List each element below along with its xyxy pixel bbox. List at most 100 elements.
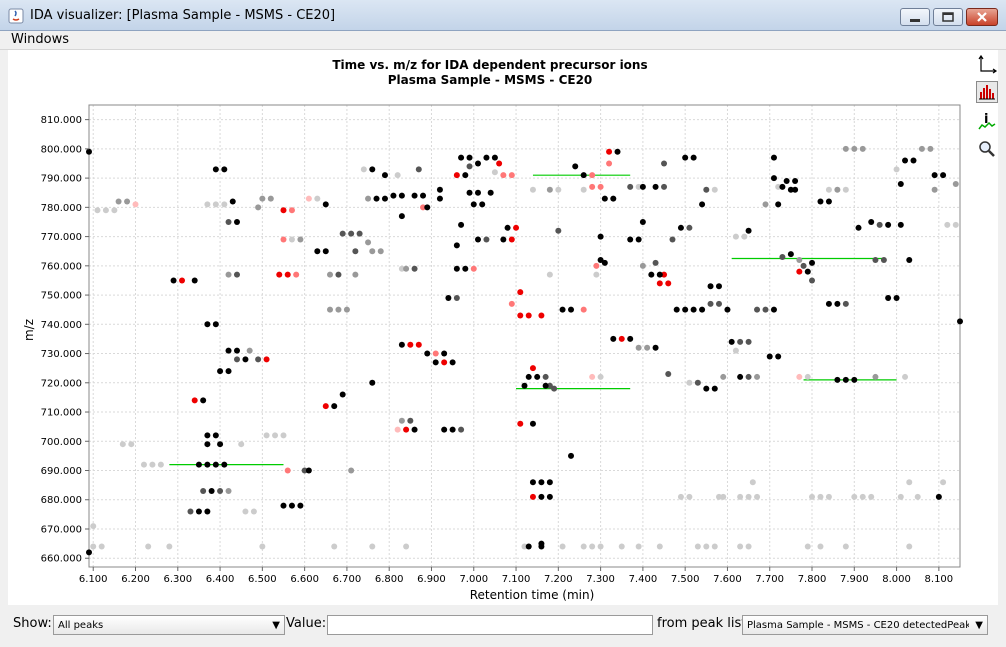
data-point bbox=[415, 166, 422, 173]
scatter-chart[interactable]: Time vs. m/z for IDA dependent precursor… bbox=[8, 50, 976, 605]
data-point bbox=[200, 487, 207, 494]
y-tick-label: 800.000 bbox=[41, 144, 82, 155]
y-tick-label: 750.000 bbox=[41, 291, 82, 302]
data-point bbox=[517, 312, 524, 319]
data-point bbox=[897, 493, 904, 500]
data-point bbox=[825, 300, 832, 307]
data-point bbox=[420, 192, 427, 199]
data-point bbox=[348, 467, 355, 474]
data-point bbox=[263, 432, 270, 439]
show-select[interactable]: All peaks ▼ bbox=[53, 615, 285, 635]
data-point bbox=[635, 543, 642, 550]
data-point bbox=[394, 426, 401, 433]
data-point bbox=[952, 180, 959, 187]
data-point bbox=[411, 265, 418, 272]
data-point bbox=[529, 479, 536, 486]
value-input[interactable] bbox=[327, 615, 653, 635]
data-point bbox=[204, 508, 211, 515]
data-point bbox=[606, 160, 613, 167]
data-point bbox=[487, 189, 494, 196]
data-point bbox=[229, 198, 236, 205]
data-point bbox=[745, 227, 752, 234]
data-point bbox=[284, 467, 291, 474]
data-point bbox=[606, 148, 613, 155]
data-point bbox=[732, 347, 739, 354]
data-point bbox=[491, 154, 498, 161]
info-button[interactable]: i bbox=[976, 110, 998, 132]
data-point bbox=[779, 254, 786, 261]
histogram-button[interactable] bbox=[976, 81, 998, 103]
y-tick-label: 680.000 bbox=[41, 495, 82, 506]
data-point bbox=[470, 265, 477, 272]
data-point bbox=[204, 201, 211, 208]
data-point bbox=[314, 195, 321, 202]
peaklist-select[interactable]: Plasma Sample - MSMS - CE20 detectedPeak… bbox=[742, 615, 988, 635]
data-point bbox=[656, 280, 663, 287]
data-point bbox=[597, 233, 604, 240]
minimize-button[interactable] bbox=[900, 8, 930, 26]
window-titlebar[interactable]: IDA visualizer: [Plasma Sample - MSMS - … bbox=[0, 0, 1006, 31]
data-point bbox=[453, 294, 460, 301]
data-point bbox=[288, 207, 295, 214]
data-point bbox=[627, 236, 634, 243]
data-point bbox=[661, 160, 668, 167]
data-point bbox=[140, 461, 147, 468]
data-point bbox=[627, 335, 634, 342]
data-point bbox=[246, 347, 253, 354]
data-point bbox=[601, 259, 608, 266]
data-point bbox=[754, 306, 761, 313]
data-point bbox=[580, 186, 587, 193]
data-point bbox=[580, 172, 587, 179]
data-point bbox=[589, 172, 596, 179]
data-point bbox=[403, 543, 410, 550]
x-tick-label: 7.700 bbox=[755, 574, 784, 585]
java-app-icon bbox=[8, 8, 24, 24]
restore-button[interactable] bbox=[933, 8, 963, 26]
data-point bbox=[665, 371, 672, 378]
data-point bbox=[233, 271, 240, 278]
data-point bbox=[259, 195, 266, 202]
close-button[interactable] bbox=[966, 8, 998, 26]
data-point bbox=[394, 172, 401, 179]
axis-config-button[interactable] bbox=[976, 54, 998, 76]
menu-windows[interactable]: Windows bbox=[11, 32, 70, 47]
data-point bbox=[677, 224, 684, 231]
data-point bbox=[470, 201, 477, 208]
data-point bbox=[859, 145, 866, 152]
data-point bbox=[893, 294, 900, 301]
data-point bbox=[944, 221, 951, 228]
data-point bbox=[842, 300, 849, 307]
data-point bbox=[682, 154, 689, 161]
x-tick-label: 6.100 bbox=[79, 574, 108, 585]
data-point bbox=[297, 502, 304, 509]
data-point bbox=[204, 321, 211, 328]
data-point bbox=[711, 385, 718, 392]
data-point bbox=[804, 543, 811, 550]
data-point bbox=[745, 373, 752, 380]
data-point bbox=[191, 397, 198, 404]
data-point bbox=[365, 195, 372, 202]
svg-text:i: i bbox=[984, 112, 988, 127]
data-point bbox=[538, 312, 545, 319]
data-point bbox=[775, 183, 782, 190]
data-point bbox=[432, 350, 439, 357]
data-point bbox=[686, 379, 693, 386]
data-point bbox=[403, 265, 410, 272]
data-point bbox=[703, 385, 710, 392]
data-point bbox=[233, 356, 240, 363]
zoom-button[interactable] bbox=[976, 138, 998, 160]
data-point bbox=[221, 461, 228, 468]
data-point bbox=[686, 224, 693, 231]
axis-config-icon bbox=[978, 54, 998, 74]
restore-icon bbox=[942, 12, 954, 22]
data-point bbox=[715, 283, 722, 290]
data-point bbox=[538, 540, 545, 547]
data-point bbox=[407, 341, 414, 348]
x-tick-label: 6.800 bbox=[375, 574, 404, 585]
data-point bbox=[424, 350, 431, 357]
data-point bbox=[597, 256, 604, 263]
data-point bbox=[555, 227, 562, 234]
histogram-icon bbox=[979, 85, 995, 100]
data-point bbox=[707, 300, 714, 307]
data-point bbox=[906, 543, 913, 550]
